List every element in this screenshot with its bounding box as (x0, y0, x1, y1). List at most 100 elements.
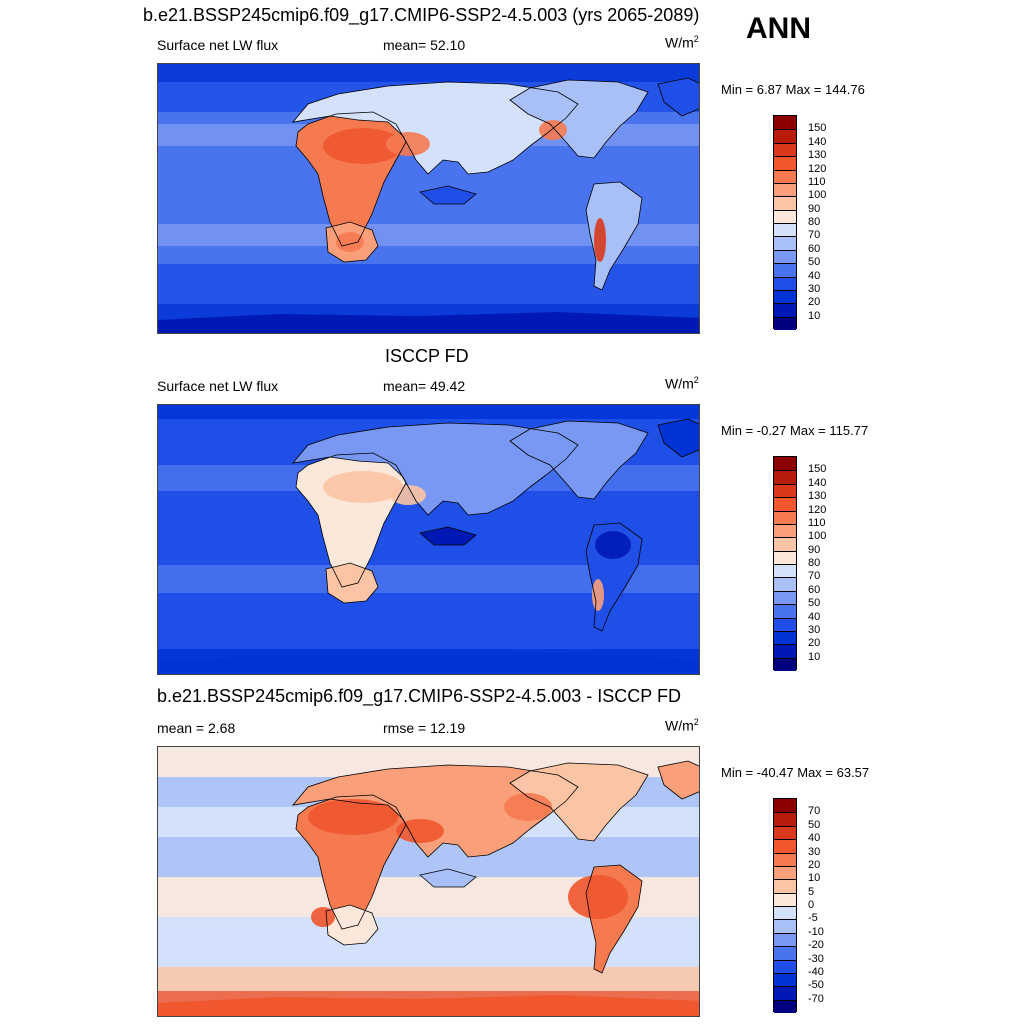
coastline (585, 181, 643, 291)
colorbar-box (774, 932, 796, 947)
mean-label: mean= 52.10 (383, 37, 466, 53)
contour-band (158, 264, 699, 304)
land-eurasia (293, 765, 578, 857)
colorbar-tick-label: 90 (808, 543, 821, 556)
minmax-label: Min = 6.87 Max = 144.76 (721, 82, 865, 97)
colorbar-box (774, 999, 796, 1013)
mean-label: mean= 49.42 (383, 378, 466, 394)
map-obs (157, 404, 700, 675)
colorbar-tick-label: 130 (808, 149, 827, 162)
colorbar-tick-label: 20 (808, 296, 821, 309)
unit-label: W/m2 (665, 717, 699, 734)
colorbar-tick-label: 10 (808, 872, 821, 885)
colorbar-tick-label: 70 (808, 229, 821, 242)
colorbar-tick-label: 120 (808, 503, 827, 516)
colorbar-tick-label: 140 (808, 476, 827, 489)
colorbar-box (774, 196, 796, 210)
variable-label: Surface net LW flux (157, 378, 279, 394)
colorbar-box (774, 457, 796, 471)
colorbar-box (774, 483, 796, 498)
coastline (292, 81, 579, 175)
colorbar-box (774, 236, 796, 250)
colorbar-tick-label: 70 (808, 805, 821, 818)
colorbar-tick-label: 40 (808, 832, 821, 845)
coastline (509, 79, 649, 159)
coastline (295, 794, 407, 930)
colorbar-tick-label: 120 (808, 162, 827, 175)
colorbar-tick-label: 30 (808, 282, 821, 295)
colorbar-tick-label: -30 (808, 952, 824, 965)
colorbar-box (774, 604, 796, 618)
coastline (325, 562, 379, 604)
colorbar-tick-label: -70 (808, 992, 824, 1005)
colorbar (773, 798, 797, 1013)
colorbar-box (774, 497, 796, 511)
contour-patch (504, 793, 552, 821)
colorbar-tick-label: 20 (808, 858, 821, 871)
colorbar-box (774, 946, 796, 960)
land-namerica (510, 80, 648, 158)
coastline (657, 760, 699, 800)
coastline (657, 77, 699, 117)
colorbar-box (774, 865, 796, 880)
coastline (295, 111, 407, 247)
colorbar-tick-label: 30 (808, 623, 821, 636)
coastline (657, 418, 699, 458)
contour-patch (568, 875, 628, 919)
colorbar-tick-label: 50 (808, 818, 821, 831)
colorbar-box (774, 617, 796, 631)
colorbar-box (774, 657, 796, 671)
unit-label: W/m2 (665, 375, 699, 392)
colorbar-box (774, 972, 796, 987)
coastline (292, 764, 579, 858)
contour-patch (539, 120, 567, 140)
colorbar-box (774, 116, 796, 130)
contour-patch (323, 471, 403, 503)
coastline (419, 185, 477, 205)
colorbar-box (774, 919, 796, 933)
coastline (509, 420, 649, 500)
colorbar-tick-label: -10 (808, 925, 824, 938)
colorbar-tick-label: 20 (808, 637, 821, 650)
colorbar-box (774, 209, 796, 223)
colorbar-tick-label: 110 (808, 516, 826, 529)
coastline (419, 868, 477, 888)
map-canvas (158, 64, 699, 333)
colorbar-box (774, 590, 796, 605)
coastline (585, 522, 643, 632)
colorbar-tick-label: 80 (808, 557, 821, 569)
colorbar-tick-label: 60 (808, 242, 821, 255)
contour-patch (386, 132, 430, 156)
colorbar-tick-label: 80 (808, 216, 821, 228)
colorbar-tick-label: 30 (808, 845, 821, 858)
colorbar-tick-label: 40 (808, 610, 821, 623)
contour-patch (390, 485, 426, 505)
colorbar-box (774, 303, 796, 317)
land-samerica (586, 182, 642, 290)
colorbar-box (774, 169, 796, 183)
contour-patch (308, 799, 398, 835)
colorbar-box (774, 263, 796, 277)
colorbar (773, 456, 797, 671)
contour-band (158, 224, 699, 246)
variable-label: Surface net LW flux (157, 37, 279, 53)
colorbar-box (774, 182, 796, 197)
colorbar-tick-label: 150 (808, 122, 827, 135)
colorbar-box (774, 799, 796, 813)
colorbar-box (774, 470, 796, 484)
colorbar-box (774, 825, 796, 840)
colorbar-box (774, 510, 796, 524)
contour-band (158, 967, 699, 991)
panel-title: ISCCP FD (385, 346, 469, 366)
colorbar-tick-label: 110 (808, 175, 826, 188)
colorbar-tick-label: 50 (808, 256, 821, 269)
colorbar-box (774, 852, 796, 866)
contour-patch (338, 574, 362, 592)
colorbar-box (774, 223, 796, 237)
mean-label: mean = 2.68 (157, 720, 236, 736)
land-indonesia (420, 869, 476, 887)
colorbar-box (774, 537, 796, 551)
contour-patch (323, 128, 403, 164)
colorbar-box (774, 879, 796, 893)
colorbar-tick-label: 100 (808, 189, 827, 202)
